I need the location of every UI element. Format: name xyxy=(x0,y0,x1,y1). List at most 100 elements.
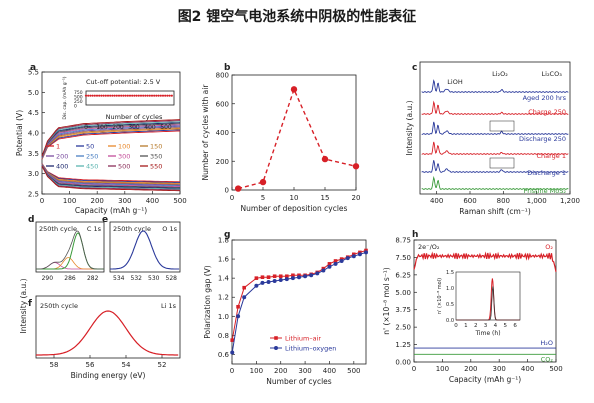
inset-a-xtick: 200 xyxy=(112,124,124,131)
discharge-curve-550 xyxy=(41,165,180,192)
panel-e-element: O 1s xyxy=(162,225,177,233)
inset-a-point xyxy=(93,94,96,97)
peak-label-li2o2: Li₂O₂ xyxy=(492,70,508,78)
inset-a-point xyxy=(131,94,134,97)
y-tick-label: 3.75 xyxy=(395,306,411,314)
charge-curve-550 xyxy=(41,119,181,157)
inset-a-point xyxy=(87,94,90,97)
x-tick-label: 5 xyxy=(261,194,265,202)
legend-label-550: 550 xyxy=(150,163,162,171)
inset-a-point xyxy=(139,94,143,97)
inset-a-point xyxy=(144,94,147,97)
data-point-1 xyxy=(327,264,332,269)
inset-a-point xyxy=(115,94,118,97)
data-point-1 xyxy=(309,273,314,278)
series-label-2: Discharge 250 xyxy=(519,135,566,143)
y-tick-label: 1.4 xyxy=(218,275,230,283)
inset-h-ytick: 0.5 xyxy=(446,302,454,308)
inset-a-point xyxy=(148,94,151,97)
data-point-1 xyxy=(290,276,295,281)
legend-label-150: 150 xyxy=(150,143,162,151)
x-tick-label: 530 xyxy=(148,275,160,282)
y-tick-label: 5.00 xyxy=(395,289,411,297)
x-tick-label: 500 xyxy=(173,197,186,205)
inset-a-xtick: 0 xyxy=(84,124,88,131)
x-tick-label: 100 xyxy=(436,365,449,373)
y-tick-label: 0.6 xyxy=(218,351,230,359)
data-point-0 xyxy=(272,274,277,279)
inset-a-point xyxy=(166,94,169,97)
legend-label-500: 500 xyxy=(118,163,130,171)
panel-label-b: b xyxy=(224,63,231,73)
series-line xyxy=(238,87,357,190)
inset-h-dark-peak xyxy=(456,286,520,321)
x-tick-label: 0 xyxy=(412,365,416,373)
inset-a-ytick: 750 xyxy=(74,90,83,96)
inset-a-point xyxy=(91,94,94,97)
charge-curve-250 xyxy=(41,125,181,159)
panel-label-h: h xyxy=(412,230,418,240)
data-point-1 xyxy=(266,279,271,284)
x-axis-label: Raman shift (cm⁻¹) xyxy=(459,207,531,216)
inset-a-point xyxy=(106,94,110,97)
panel-f-frame xyxy=(35,295,181,359)
y-axis-label: Potential (V) xyxy=(15,110,24,156)
inset-a-point xyxy=(133,94,136,97)
data-point-0 xyxy=(230,338,235,342)
x-tick-label: 528 xyxy=(166,275,178,282)
x-tick-label: 20 xyxy=(352,194,361,202)
gas-series-label-1: H₂O xyxy=(540,339,553,347)
data-point-1 xyxy=(242,295,247,300)
discharge-curve-450 xyxy=(41,165,180,190)
x-tick-label: 600 xyxy=(463,197,476,205)
data-point-1 xyxy=(284,277,289,282)
x-tick-label: 282 xyxy=(87,275,99,282)
y-tick-label: 2.5 xyxy=(28,191,39,199)
y-tick-label: 3.0 xyxy=(28,170,39,178)
x-axis-label: Binding energy (eV) xyxy=(71,371,146,380)
y-tick-label: 5.0 xyxy=(28,89,39,97)
inset-a-point xyxy=(142,94,145,97)
y-tick-label: 200 xyxy=(216,158,229,166)
x-tick-label: 54 xyxy=(122,361,131,369)
x-tick-label: 100 xyxy=(63,197,76,205)
inset-a-xtick: 300 xyxy=(128,124,140,131)
x-tick-label: 100 xyxy=(250,367,263,375)
cutoff-annotation: Cut-off potential: 2.5 V xyxy=(86,78,161,86)
raman-spectrum-0 xyxy=(421,79,569,93)
x-tick-label: 400 xyxy=(521,365,534,373)
y-tick-label: 1.25 xyxy=(395,341,411,349)
legend-label-1: Lithium–oxygen xyxy=(285,345,336,353)
data-point-0 xyxy=(285,274,289,279)
x-tick-label: 56 xyxy=(86,361,95,369)
x-tick-label: 10 xyxy=(290,194,299,202)
inset-a-point xyxy=(84,94,88,97)
data-point-0 xyxy=(291,273,295,278)
legend-marker-1 xyxy=(274,346,278,350)
x-tick-label: 300 xyxy=(493,365,506,373)
x-axis-label: Number of cycles xyxy=(266,377,332,386)
inset-a-point xyxy=(89,94,92,97)
y-tick-label: 0.00 xyxy=(395,359,411,367)
data-point-0 xyxy=(278,274,283,279)
legend-label-0: Lithium–air xyxy=(285,335,321,343)
charge-curve-300 xyxy=(41,124,181,158)
data-point-1 xyxy=(315,271,320,276)
gas-series-label-0: O₂ xyxy=(545,243,553,251)
y-tick-label: 1.8 xyxy=(218,237,229,245)
discharge-curve-50 xyxy=(41,163,180,184)
data-point-1 xyxy=(254,283,259,288)
discharge-curve-150 xyxy=(41,163,180,185)
data-point-1 xyxy=(297,275,301,280)
data-point-1 xyxy=(339,258,344,263)
x-tick-label: 400 xyxy=(430,197,443,205)
x-tick-label: 400 xyxy=(323,367,336,375)
inset-a-point xyxy=(150,94,154,97)
y-axis-label: Number of cycles with air xyxy=(201,84,210,181)
data-point-1 xyxy=(272,279,277,284)
data-point-1 xyxy=(364,250,368,255)
y-axis-label: Intensity (a.u.) xyxy=(19,278,28,333)
charge-curve-350 xyxy=(41,123,181,158)
x-tick-label: 290 xyxy=(42,275,54,282)
y-tick-label: 1.0 xyxy=(218,313,229,321)
